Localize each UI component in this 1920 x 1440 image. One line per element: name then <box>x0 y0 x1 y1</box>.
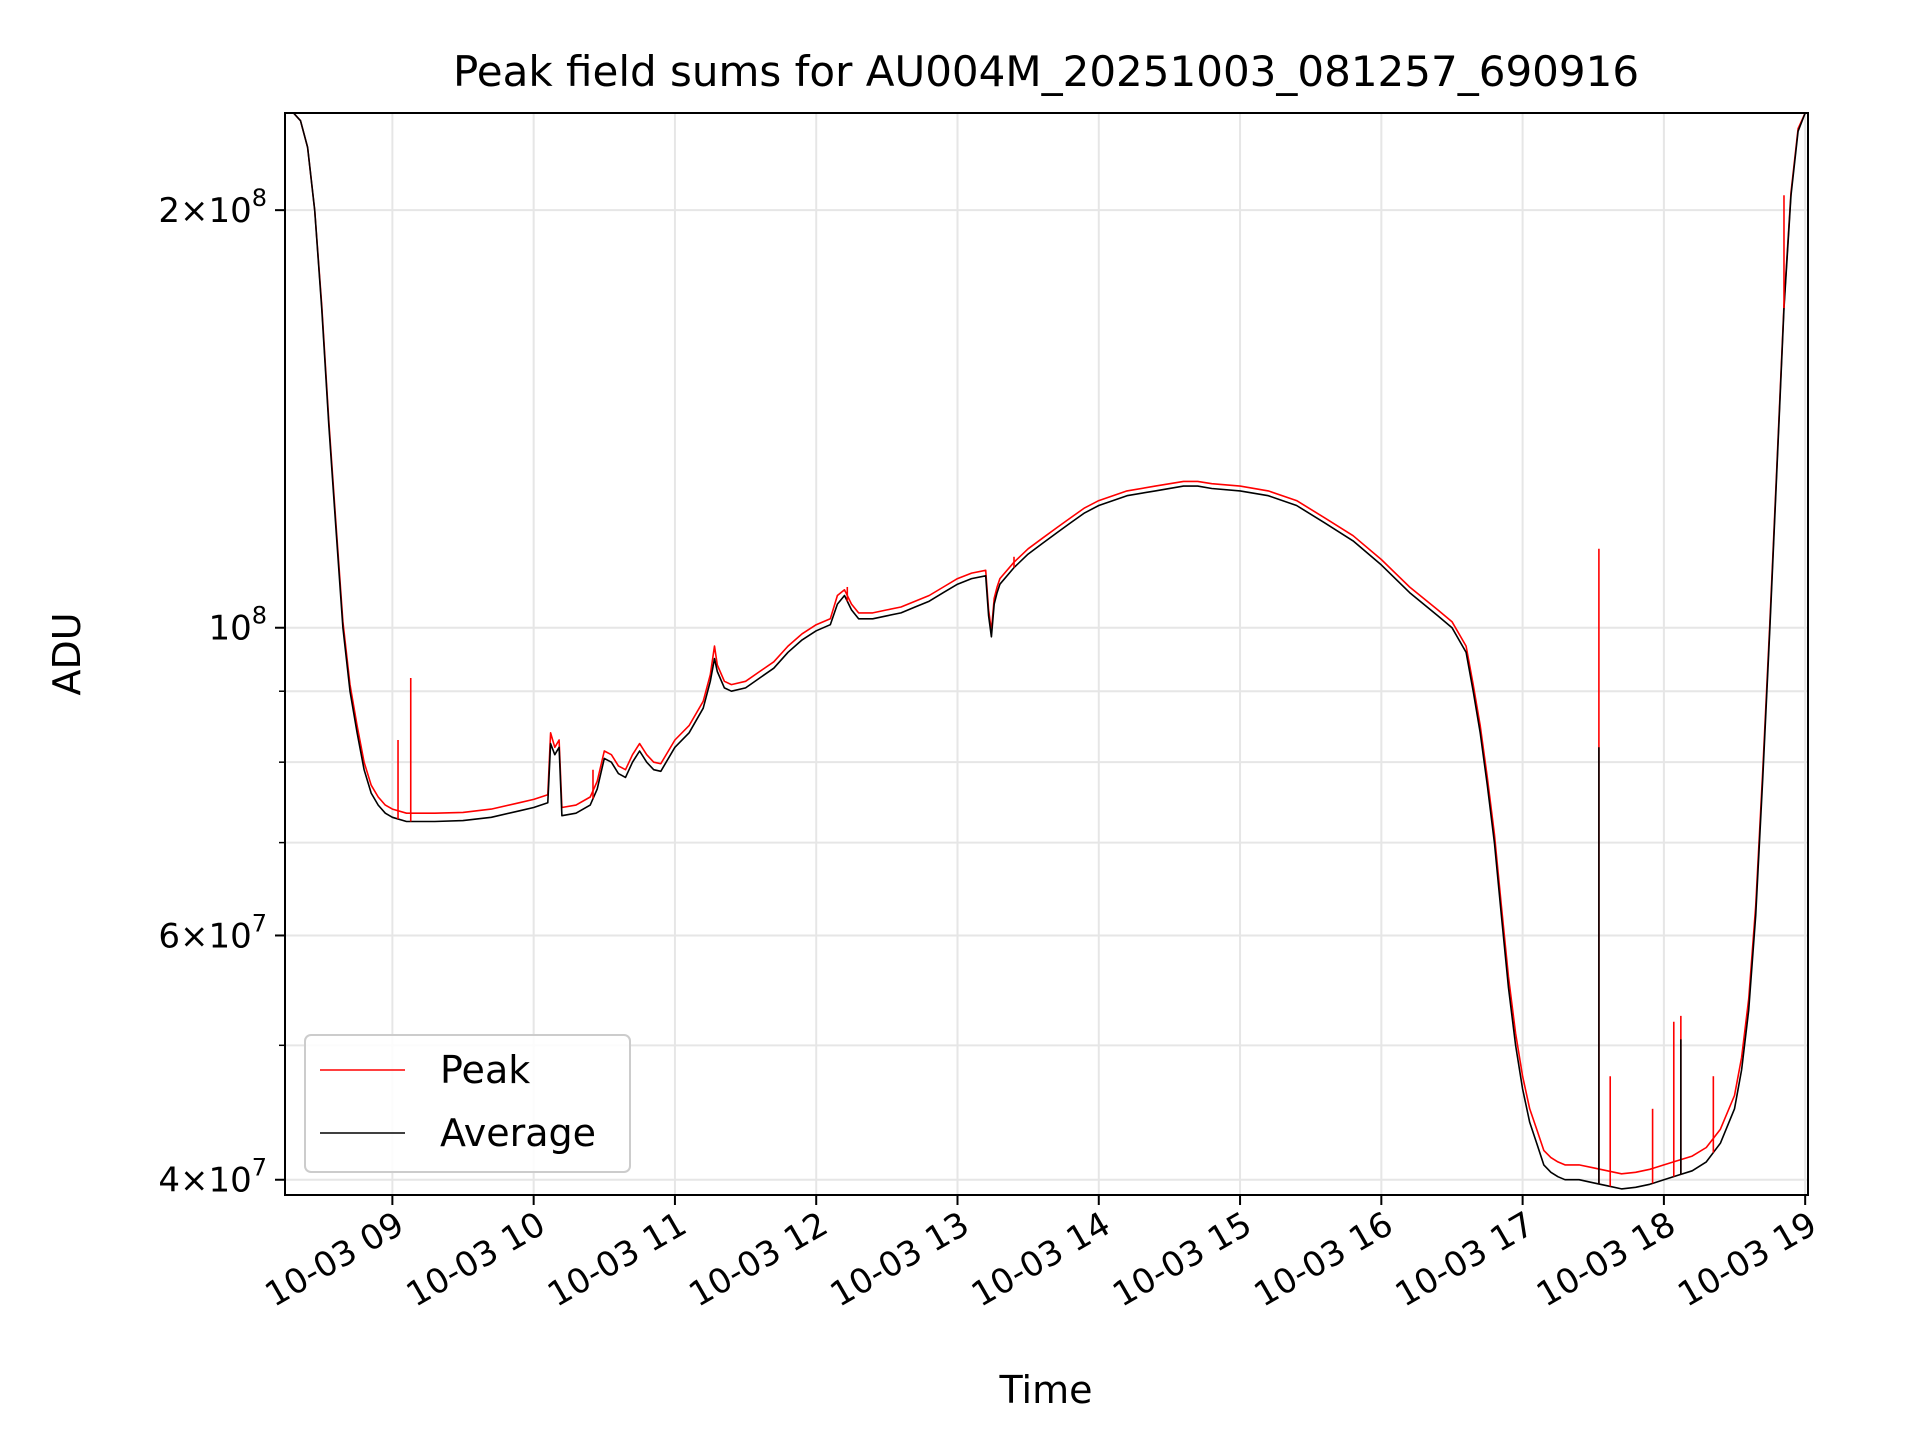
plot-frame <box>284 112 1809 1196</box>
y-tick-exponent: 8 <box>252 602 267 630</box>
legend: Peak Average <box>304 1034 631 1173</box>
y-tick-label: 6×107 <box>158 909 267 956</box>
grid <box>285 113 1808 1195</box>
y-tick-label: 108 <box>208 602 267 649</box>
y-tick-mantissa: 2×10 <box>158 191 251 231</box>
y-tick-exponent: 7 <box>252 1154 267 1182</box>
y-tick-exponent: 8 <box>252 184 267 212</box>
chart-title: Peak field sums for AU004M_20251003_0812… <box>453 47 1639 96</box>
y-tick-mantissa: 6×10 <box>158 916 251 956</box>
y-tick-label: 2×108 <box>158 184 267 231</box>
y-tick-label: 4×107 <box>158 1154 267 1201</box>
y-tick-mantissa: 4×10 <box>158 1161 251 1201</box>
y-tick-mantissa: 10 <box>208 609 251 649</box>
legend-peak-label: Peak <box>440 1048 530 1092</box>
series-line-peak <box>285 113 1808 1175</box>
x-axis-label: Time <box>999 1368 1093 1412</box>
series-lines <box>285 113 1808 1190</box>
series-line-average <box>285 113 1808 1190</box>
y-axis-label: ADU <box>45 612 89 695</box>
y-tick-exponent: 7 <box>252 909 267 937</box>
legend-average-label: Average <box>440 1111 596 1155</box>
